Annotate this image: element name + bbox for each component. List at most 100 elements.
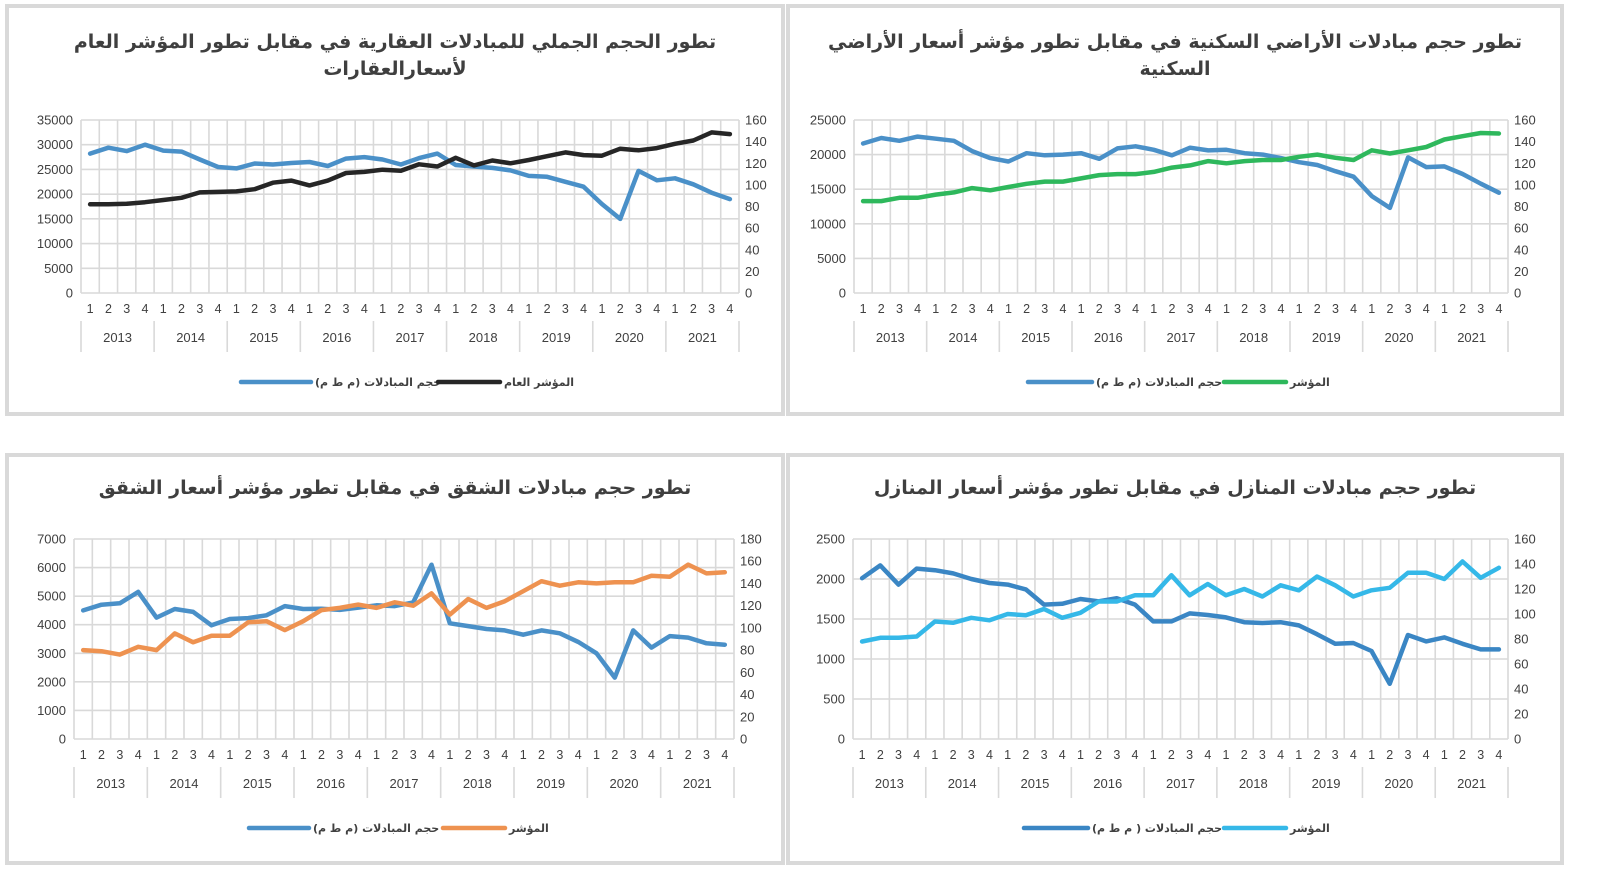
chart-svg-total: تطور الحجم الجملي للمبادلات العقارية في … [37,31,767,389]
y-right-tick-label: 160 [740,554,762,569]
x-quarter-tick-label: 2 [1386,302,1393,316]
x-quarter-tick-label: 2 [1168,302,1175,316]
x-quarter-tick-label: 3 [968,748,975,762]
x-quarter-tick-label: 3 [1186,748,1193,762]
series-line-index [80,562,728,657]
y-right-tick-label: 120 [745,156,767,171]
x-year-tick-label: 2014 [176,330,205,345]
y-left-tick-label: 15000 [37,211,73,226]
x-quarter-tick-label: 2 [1095,748,1102,762]
y-right-tick-label: 60 [740,665,754,680]
x-quarter-tick-label: 4 [1205,302,1212,316]
y-left-tick-label: 25000 [810,113,846,128]
x-year-tick-label: 2013 [875,776,904,791]
x-year-tick-label: 2019 [1312,776,1341,791]
y-right-tick-label: 140 [1514,557,1536,572]
x-quarter-tick-label: 3 [1041,748,1048,762]
y-right-tick-label: 160 [1514,113,1536,128]
series-line-index [87,130,733,207]
x-quarter-tick-label: 1 [1223,302,1230,316]
x-quarter-tick-label: 1 [1005,302,1012,316]
x-year-tick-label: 2013 [103,330,132,345]
x-quarter-tick-label: 1 [860,302,867,316]
x-quarter-tick-label: 3 [410,748,417,762]
x-year-tick-label: 2018 [1239,776,1268,791]
x-quarter-tick-label: 2 [391,748,398,762]
y-left-tick-label: 2000 [816,572,845,587]
x-quarter-tick-label: 2 [878,302,885,316]
y-left-tick-label: 35000 [37,113,73,128]
x-quarter-tick-label: 2 [877,748,884,762]
x-quarter-tick-label: 1 [226,748,233,762]
x-year-tick-label: 2014 [170,776,199,791]
y-right-tick-label: 140 [1514,134,1536,149]
legend-label-index: المؤشر [1289,376,1330,389]
chart-panel-apartments: تطور حجم مبادلات الشقق في مقابل تطور مؤش… [5,453,785,865]
x-year-tick-label: 2021 [683,776,712,791]
x-quarter-tick-label: 4 [208,748,215,762]
x-quarter-tick-label: 2 [1313,748,1320,762]
x-quarter-tick-label: 4 [726,302,733,316]
x-quarter-tick-label: 3 [562,302,569,316]
x-quarter-tick-label: 1 [1295,748,1302,762]
x-quarter-tick-label: 3 [416,302,423,316]
x-quarter-tick-label: 3 [895,748,902,762]
chart-title-line: تطور حجم مبادلات الأراضي السكنية في مقاب… [828,29,1522,53]
x-year-tick-label: 2021 [1457,776,1486,791]
x-quarter-tick-label: 4 [987,302,994,316]
x-quarter-tick-label: 4 [1277,302,1284,316]
x-year-tick-label: 2017 [1167,330,1196,345]
x-year-tick-label: 2019 [536,776,565,791]
y-left-tick-label: 7000 [37,532,66,547]
x-quarter-tick-label: 1 [932,302,939,316]
x-quarter-tick-label: 2 [690,302,697,316]
x-year-tick-label: 2021 [688,330,717,345]
x-quarter-tick-label: 4 [575,748,582,762]
y-left-tick-label: 1000 [37,703,66,718]
x-quarter-tick-label: 3 [343,302,350,316]
series-line-volume [859,563,1502,687]
x-quarter-tick-label: 1 [160,302,167,316]
x-quarter-tick-label: 4 [914,302,921,316]
x-quarter-tick-label: 2 [950,748,957,762]
x-year-tick-label: 2016 [316,776,345,791]
y-right-tick-label: 40 [1514,682,1528,697]
x-quarter-tick-label: 3 [1187,302,1194,316]
x-quarter-tick-label: 3 [896,302,903,316]
y-right-tick-label: 100 [745,177,767,192]
x-year-tick-label: 2018 [1239,330,1268,345]
x-quarter-tick-label: 3 [969,302,976,316]
y-right-tick-label: 20 [1514,707,1528,722]
y-right-tick-label: 120 [740,598,762,613]
x-quarter-tick-label: 1 [233,302,240,316]
x-quarter-tick-label: 1 [598,302,605,316]
x-year-tick-label: 2018 [469,330,498,345]
x-quarter-tick-label: 3 [708,302,715,316]
y-left-tick-label: 2500 [816,532,845,547]
x-quarter-tick-label: 4 [1132,302,1139,316]
x-quarter-tick-label: 3 [703,748,710,762]
x-quarter-tick-label: 4 [135,748,142,762]
y-left-tick-label: 5000 [37,589,66,604]
y-left-tick-label: 0 [59,732,66,747]
x-quarter-tick-label: 2 [1096,302,1103,316]
y-right-tick-label: 40 [740,687,754,702]
x-quarter-tick-label: 2 [950,302,957,316]
x-quarter-tick-label: 3 [123,302,130,316]
x-quarter-tick-label: 2 [1168,748,1175,762]
y-left-tick-label: 3000 [37,646,66,661]
x-quarter-tick-label: 3 [483,748,490,762]
x-quarter-tick-label: 1 [666,748,673,762]
y-right-tick-label: 20 [740,709,754,724]
x-quarter-tick-label: 4 [1059,748,1066,762]
x-quarter-tick-label: 3 [336,748,343,762]
x-quarter-tick-label: 3 [1114,302,1121,316]
x-quarter-tick-label: 4 [1495,302,1502,316]
y-left-tick-label: 25000 [37,162,73,177]
chart-panel-total: تطور الحجم الجملي للمبادلات العقارية في … [5,4,785,416]
x-quarter-tick-label: 1 [300,748,307,762]
y-right-tick-label: 100 [1514,177,1536,192]
x-quarter-tick-label: 1 [446,748,453,762]
x-year-tick-label: 2015 [249,330,278,345]
x-quarter-tick-label: 3 [269,302,276,316]
